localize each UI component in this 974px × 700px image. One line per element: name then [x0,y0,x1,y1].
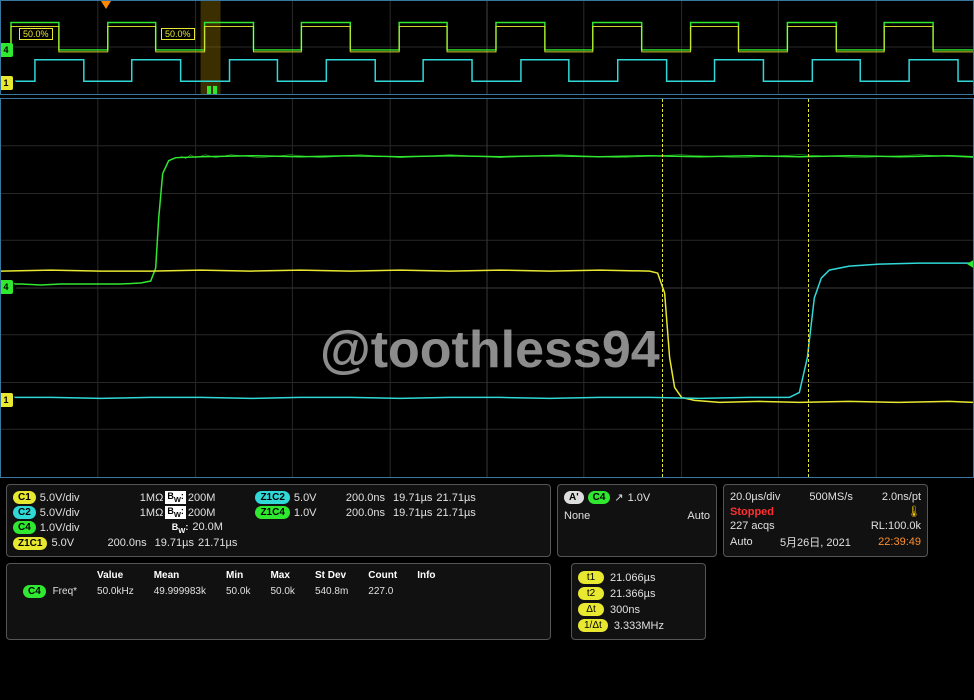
meas-mean: 49.999983k [144,583,216,600]
col-mean: Mean [144,568,216,583]
c4-scale: 1.0V/div [40,522,110,534]
meas-count: 227.0 [358,583,407,600]
acq-time: 22:39:49 [878,536,921,548]
cursor-idt-badge: 1/Δt [578,619,608,632]
z1c1-t2: 21.71µs [198,537,237,549]
acq-count: 227 acqs [730,520,775,532]
c1-badge[interactable]: C1 [13,491,36,504]
c2-bw: 200M [188,507,216,519]
trigger-panel: A' C4 ↗ 1.0V None Auto [557,484,717,557]
c2-badge[interactable]: C2 [13,506,36,519]
trigger-mode-left: None [564,510,590,522]
main-display: 4 1 [0,98,974,478]
trigger-level-arrow-icon[interactable] [967,259,974,269]
meas-min: 50.0k [216,583,260,600]
acquisition-panel: 20.0µs/div 500MS/s 2.0ns/pt Stopped 🌡 22… [723,484,928,557]
cursor-t1-badge: t1 [578,571,604,584]
cursor-idt-value: 3.333MHz [614,620,664,632]
bw-icon: BW: [165,491,186,504]
ch4-marker-main[interactable]: 4 [0,280,13,294]
table-header-row: Value Mean Min Max St Dev Count Info [13,568,446,583]
z1c1-t1: 19.71µs [155,537,194,549]
trigger-a-badge: A' [564,491,584,504]
rl-label: RL: [871,520,888,532]
z1c1-time: 200.0ns [107,537,146,549]
col-stdev: St Dev [305,568,358,583]
z1c2-t2: 21.71µs [436,492,475,504]
meas-max: 50.0k [260,583,304,600]
sample-rate: 500MS/s [809,491,852,503]
overview-waveform [1,1,973,94]
trigger-mode: Auto [730,536,753,548]
z1c4-badge[interactable]: Z1C4 [255,506,289,519]
main-waveform [1,99,973,477]
col-count: Count [358,568,407,583]
z1c4-t1: 19.71µs [393,507,432,519]
slope-icon: ↗ [614,491,623,504]
info-row-1: C1 5.0V/div 1MΩ BW:200M Z1C2 5.0V 200.0n… [0,484,974,557]
cursor-t1[interactable] [662,99,663,477]
col-value: Value [87,568,144,583]
acq-state: Stopped [730,506,774,518]
cursor-t1-value: 21.066µs [610,572,655,584]
cursor-t2-badge: t2 [578,587,604,600]
c1-scale: 5.0V/div [40,492,110,504]
pct-label-right: 50.0% [161,28,195,40]
meas-stdev: 540.8m [305,583,358,600]
meas-name: Freq* [53,586,77,597]
resolution: 2.0ns/pt [882,491,921,503]
ch1-marker-overview[interactable]: 1 [0,76,13,90]
z1c2-badge[interactable]: Z1C2 [255,491,289,504]
c4-badge[interactable]: C4 [13,521,36,534]
z1c2-scale: 5.0V [294,492,334,504]
cursor-readout-panel: t1 21.066µs t2 21.366µs Δt 300ns 1/Δt 3.333M… [571,563,706,640]
c2-scale: 5.0V/div [40,507,110,519]
c4-bw: 20.0M [192,521,223,533]
acq-date: 5月26日, 2021 [780,534,851,550]
z1c4-scale: 1.0V [294,507,334,519]
meas-ch-badge: C4 [23,585,46,598]
pct-label-left: 50.0% [19,28,53,40]
zoom-indicator-icon: ▮▮ [206,83,218,95]
cursor-t2-value: 21.366µs [610,588,655,600]
col-max: Max [260,568,304,583]
timebase: 20.0µs/div [730,491,780,503]
ch1-marker-main[interactable]: 1 [0,393,13,407]
thermometer-icon: 🌡 [907,505,921,518]
c2-impedance: 1MΩ [140,507,164,519]
table-row: C4 Freq* 50.0kHz 49.999983k 50.0k 50.0k … [13,583,446,600]
trigger-mode-right: Auto [687,510,710,522]
cursor-dt-value: 300ns [610,604,640,616]
z1c1-badge[interactable]: Z1C1 [13,537,47,550]
bw-icon: BW: [165,506,186,519]
cursor-dt-badge: Δt [578,603,604,616]
overview-display: 50.0% 50.0% 4 1 ▮▮ [0,0,974,95]
z1c1-scale: 5.0V [51,537,91,549]
c1-bw: 200M [188,492,216,504]
trigger-level: 1.0V [628,492,651,504]
trigger-source-badge[interactable]: C4 [588,491,611,504]
z1c4-t2: 21.71µs [436,507,475,519]
ch4-marker-overview[interactable]: 4 [0,43,13,57]
z1c2-t1: 19.71µs [393,492,432,504]
meas-value: 50.0kHz [87,583,144,600]
bw-icon: BW: [170,522,191,535]
measurements-table: Value Mean Min Max St Dev Count Info C4 … [13,568,446,600]
info-row-2: Value Mean Min Max St Dev Count Info C4 … [0,563,974,640]
cursor-t2[interactable] [808,99,809,477]
col-min: Min [216,568,260,583]
meas-info [407,583,445,600]
col-info: Info [407,568,445,583]
channel-settings-panel: C1 5.0V/div 1MΩ BW:200M Z1C2 5.0V 200.0n… [6,484,551,557]
trigger-position-marker[interactable] [101,1,111,9]
measurements-panel: Value Mean Min Max St Dev Count Info C4 … [6,563,551,640]
z1c2-time: 200.0ns [346,492,385,504]
c1-impedance: 1MΩ [140,492,164,504]
rl-value: 100.0k [888,520,921,532]
z1c4-time: 200.0ns [346,507,385,519]
